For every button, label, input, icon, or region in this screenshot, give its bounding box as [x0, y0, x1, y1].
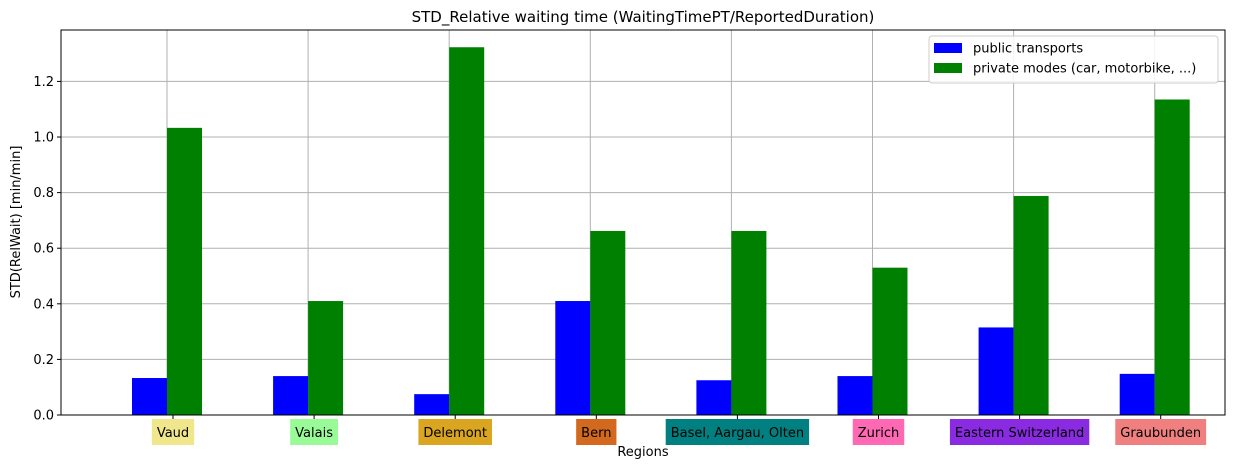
x-tick-label-background — [665, 419, 810, 445]
x-tick-label-background — [418, 419, 492, 445]
x-tick-label: Graubunden — [1120, 426, 1201, 441]
x-tick-label: Bern — [581, 426, 611, 441]
x-tick-label-background — [151, 419, 195, 445]
x-tick-label-box: Basel, Aargau, Olten — [665, 419, 810, 445]
x-tick-label-background — [1115, 419, 1207, 445]
legend-label: public transports — [973, 42, 1083, 57]
bar-public-transports — [1119, 373, 1155, 415]
x-tick-label-background — [576, 419, 617, 445]
bar-private-modes — [731, 230, 767, 415]
x-tick-label: Eastern Switzerland — [955, 426, 1084, 441]
x-axis-label: Regions — [617, 445, 669, 460]
x-tick-label-box: Graubunden — [1115, 419, 1207, 445]
bar-private-modes — [308, 301, 344, 415]
x-tick-label-background — [949, 419, 1090, 445]
x-tick-label-box: Valais — [290, 419, 339, 445]
plot-frame — [60, 29, 1226, 416]
bar-public-transports — [555, 301, 591, 415]
bar-public-transports — [837, 376, 873, 415]
legend-swatch — [934, 43, 962, 53]
x-tick-label-background — [852, 419, 905, 445]
bar-public-transports — [132, 378, 167, 415]
bar-public-transports — [978, 327, 1014, 415]
bar-private-modes — [872, 267, 908, 415]
chart-title: STD_Relative waiting time (WaitingTimePT… — [412, 8, 875, 27]
bar-public-transports — [414, 394, 450, 415]
bars — [132, 47, 1190, 416]
x-tick-label: Delemont — [423, 426, 487, 441]
legend: public transports private modes (car, mot… — [928, 35, 1219, 84]
legend-label: private modes (car, motorbike, ...) — [973, 62, 1196, 77]
y-tick-label: 0.2 — [33, 353, 54, 368]
y-tick-label: 0.8 — [33, 186, 54, 201]
x-tick-label: Zurich — [858, 426, 900, 441]
bar-private-modes — [449, 47, 485, 416]
y-axis-ticks: 0.0 0.2 0.4 0.6 0.8 1.0 1.2 — [33, 75, 61, 424]
x-tick-label-background — [290, 419, 339, 445]
x-tick-label: Vaud — [157, 426, 189, 441]
bar-private-modes — [167, 127, 202, 415]
bar-public-transports — [696, 380, 732, 415]
legend-frame — [928, 35, 1219, 84]
x-tick-label-box: Eastern Switzerland — [949, 419, 1090, 445]
x-tick-label: Valais — [295, 426, 333, 441]
x-axis-ticks: Vaud Valais Delemont Bern Basel, Aargau, Olt… — [151, 415, 1207, 445]
y-axis-label: STD(RelWait) [min/min] — [9, 146, 24, 299]
x-tick-label-box: Delemont — [418, 419, 492, 445]
y-tick-label: 0.6 — [33, 242, 54, 257]
bar-private-modes — [1013, 195, 1049, 415]
y-gridlines — [61, 80, 1225, 416]
y-tick-label: 1.2 — [33, 75, 54, 90]
bar-private-modes — [1154, 99, 1190, 416]
x-tick-label: Basel, Aargau, Olten — [671, 426, 804, 441]
legend-swatch — [934, 63, 962, 73]
x-tick-label-box: Zurich — [852, 419, 905, 445]
bar-public-transports — [273, 376, 309, 415]
x-tick-label-box: Vaud — [151, 419, 195, 445]
x-tick-label-box: Bern — [576, 419, 617, 445]
bar-private-modes — [590, 230, 626, 415]
y-tick-label: 0.0 — [33, 409, 54, 424]
y-tick-label: 1.0 — [33, 131, 54, 146]
y-tick-label: 0.4 — [33, 297, 54, 312]
